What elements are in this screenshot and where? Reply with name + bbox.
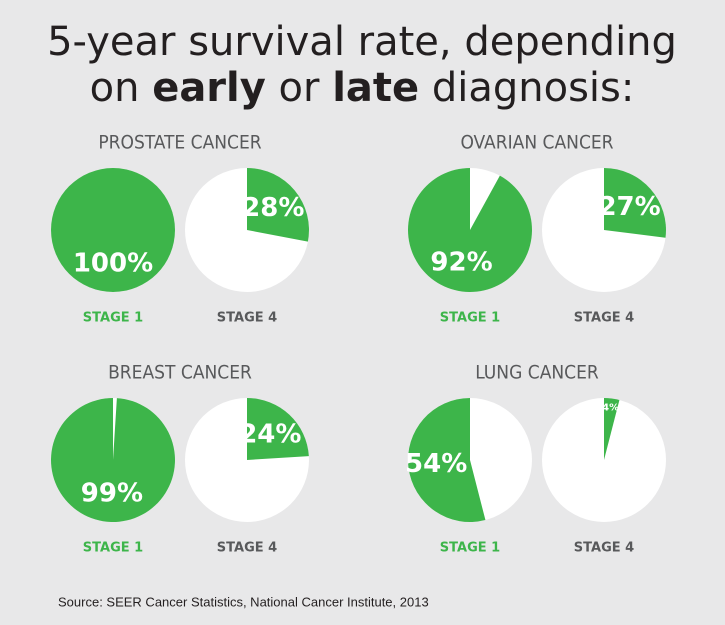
- title-line: on early or late diagnosis:: [90, 65, 635, 111]
- pie-slice: [247, 397, 309, 460]
- category-label: STAGE 1: [83, 311, 143, 326]
- title-part: or: [279, 65, 320, 111]
- group-title: BREAST CANCER: [108, 362, 252, 384]
- group-title: LUNG CANCER: [475, 362, 599, 384]
- title-part: late: [332, 65, 419, 111]
- category-label: STAGE 4: [574, 311, 634, 326]
- value-label: 27%: [598, 192, 660, 222]
- value-label: 92%: [430, 248, 492, 278]
- category-label: STAGE 4: [574, 541, 634, 556]
- pie-slice: [604, 168, 666, 238]
- pie-slice: [247, 168, 309, 242]
- value-label: 100%: [73, 249, 153, 279]
- group-title: OVARIAN CANCER: [460, 132, 613, 154]
- category-label: STAGE 1: [440, 311, 500, 326]
- category-label: STAGE 4: [217, 541, 277, 556]
- pie-slice: [51, 168, 175, 292]
- category-label: STAGE 4: [217, 311, 277, 326]
- title-part: early: [152, 65, 266, 111]
- value-label: 24%: [239, 420, 301, 450]
- value-label: 4%: [602, 403, 619, 414]
- category-label: STAGE 1: [83, 541, 143, 556]
- source: Source: SEER Cancer Statistics, National…: [58, 594, 429, 609]
- pie-slice: [604, 398, 620, 460]
- pie-slice: [50, 398, 175, 522]
- title-part: on: [90, 65, 140, 111]
- title-part: diagnosis:: [432, 65, 635, 111]
- value-label: 99%: [81, 479, 143, 509]
- value-label: 28%: [242, 193, 304, 223]
- pie-slice: [407, 168, 532, 292]
- group-title: PROSTATE CANCER: [98, 132, 261, 154]
- value-label: 54%: [405, 449, 467, 479]
- title-line: 5-year survival rate, depending: [47, 19, 677, 65]
- pie-slice: [408, 398, 486, 522]
- category-label: STAGE 1: [440, 541, 500, 556]
